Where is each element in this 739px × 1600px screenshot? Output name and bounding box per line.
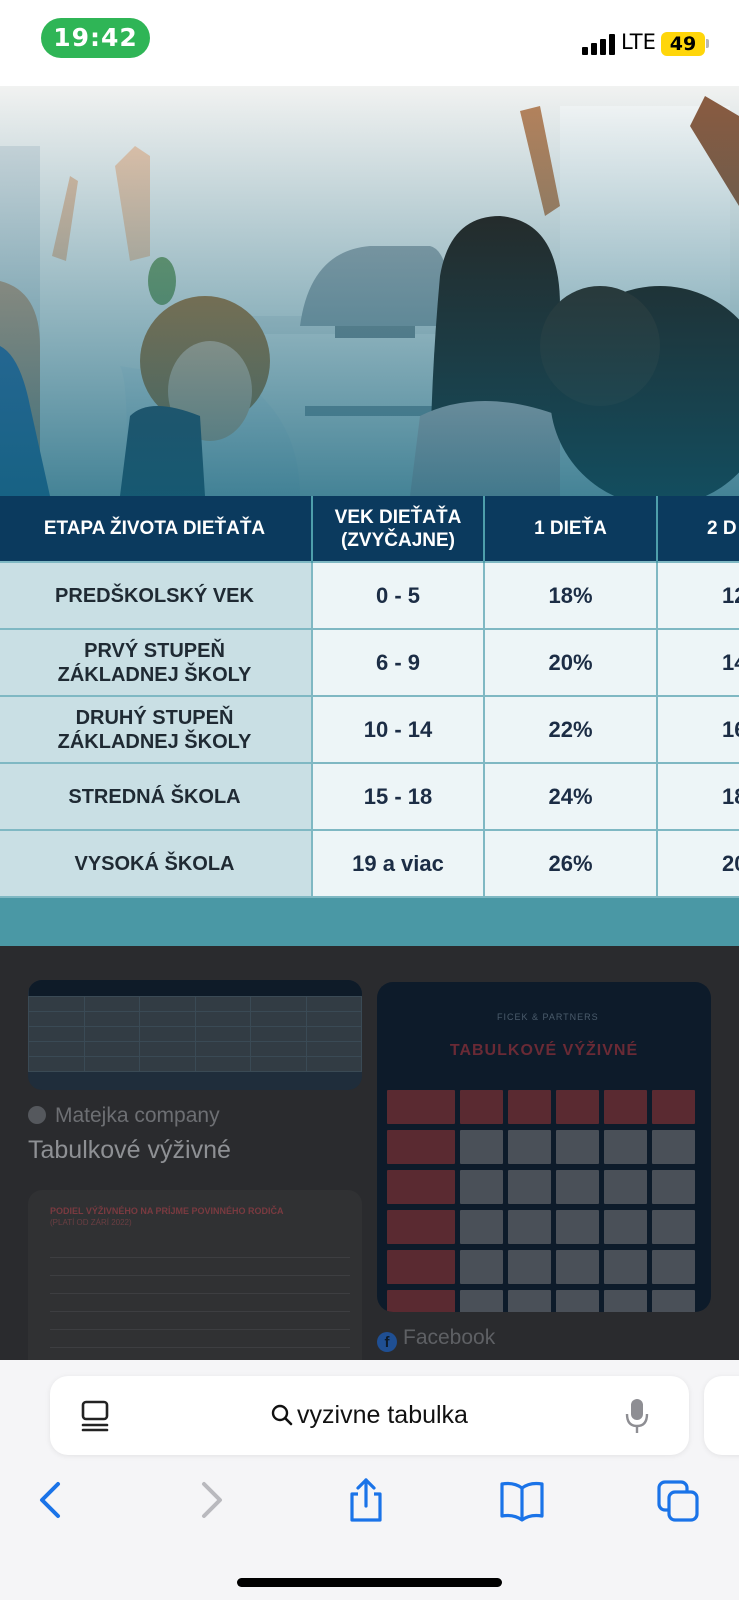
stage-cell: VYSOKÁ ŠKOLA [0, 829, 313, 898]
reader-icon[interactable] [80, 1400, 110, 1432]
share-icon[interactable] [344, 1476, 388, 1524]
forward-icon[interactable] [188, 1476, 232, 1524]
two-children-cell: 14 [657, 628, 739, 696]
next-tab-address-bar[interactable] [704, 1376, 739, 1455]
tabs-icon[interactable] [657, 1476, 701, 1524]
header-two-children: 2 D [657, 496, 739, 562]
one-child-cell: 20% [484, 628, 658, 696]
stage-cell: DRUHÝ STUPEŇ ZÁKLADNEJ ŠKOLY [0, 695, 313, 763]
battery-icon: 49 [661, 32, 705, 56]
image-results-grid: Matejka company Tabulkové výživné PODIEL… [0, 946, 739, 1360]
stage-cell: PRVÝ STUPEŇ ZÁKLADNEJ ŠKOLY [0, 628, 313, 696]
table-header-row: ETAPA ŽIVOTA DIEŤAŤA VEK DIEŤAŤA (ZVYČAJ… [0, 496, 739, 562]
age-cell: 10 - 14 [312, 695, 485, 763]
thumbnail-title: TABULKOVÉ VÝŽIVNÉ [449, 1042, 639, 1059]
two-children-cell: 18 [657, 762, 739, 830]
status-time: 19:42 [41, 18, 150, 58]
vyzivne-table: ETAPA ŽIVOTA DIEŤAŤA VEK DIEŤAŤA (ZVYČAJ… [0, 496, 739, 898]
facebook-icon: f [377, 1332, 397, 1352]
result-source-label: Matejka company [55, 1104, 220, 1127]
status-bar: 19:42 LTE 49 [0, 0, 739, 86]
header-age: VEK DIEŤAŤA (ZVYČAJNE) [312, 496, 485, 562]
vyzivne-table-image[interactable]: ETAPA ŽIVOTA DIEŤAŤA VEK DIEŤAŤA (ZVYČAJ… [0, 496, 739, 946]
battery-tip [706, 39, 709, 48]
thumbnail-logo: FICEK & PARTNERS [497, 1012, 599, 1022]
thumbnail-title: PODIEL VÝŽIVNÉHO NA PRÍJME POVINNÉHO ROD… [50, 1206, 284, 1216]
age-cell: 19 a viac [312, 829, 485, 898]
address-bar[interactable]: vyzivne tabulka [50, 1376, 689, 1455]
back-icon[interactable] [30, 1476, 74, 1524]
age-cell: 15 - 18 [312, 762, 485, 830]
result-source-label: Facebook [403, 1326, 496, 1349]
two-children-cell: 16 [657, 695, 739, 763]
header-stage: ETAPA ŽIVOTA DIEŤAŤA [0, 496, 313, 562]
site-favicon-icon [28, 1106, 46, 1124]
age-cell: 6 - 9 [312, 628, 485, 696]
result-title-1[interactable]: Tabulkové výživné [28, 1136, 231, 1164]
table-row: DRUHÝ STUPEŇ ZÁKLADNEJ ŠKOLY 10 - 14 22%… [0, 695, 739, 763]
two-children-cell: 20 [657, 829, 739, 898]
one-child-cell: 26% [484, 829, 658, 898]
classroom-photo[interactable] [0, 86, 739, 496]
header-one-child: 1 DIEŤA [484, 496, 658, 562]
table-row: STREDNÁ ŠKOLA 15 - 18 24% 18 [0, 762, 739, 830]
network-label: LTE [621, 30, 656, 54]
table-row: PRVÝ STUPEŇ ZÁKLADNEJ ŠKOLY 6 - 9 20% 14 [0, 628, 739, 696]
result-source-1[interactable]: Matejka company [28, 1104, 220, 1128]
microphone-icon[interactable] [625, 1398, 649, 1434]
two-children-cell: 12 [657, 561, 739, 629]
thumbnail-table [28, 980, 362, 1072]
table-row: PREDŠKOLSKÝ VEK 0 - 5 18% 12 [0, 561, 739, 629]
signal-icon [582, 33, 618, 55]
one-child-cell: 24% [484, 762, 658, 830]
table-row: VYSOKÁ ŠKOLA 19 a viac 26% 20 [0, 829, 739, 898]
browser-toolbar: vyzivne tabulka [0, 1360, 739, 1600]
stage-cell: PREDŠKOLSKÝ VEK [0, 561, 313, 629]
result-thumbnail-2[interactable]: FICEK & PARTNERS TABULKOVÉ VÝŽIVNÉ [377, 982, 711, 1312]
search-icon [271, 1404, 293, 1426]
result-thumbnail-1[interactable] [28, 980, 362, 1090]
thumbnail-rows [50, 1240, 350, 1348]
stage-text: PRVÝ STUPEŇ ZÁKLADNEJ ŠKOLY [57, 639, 252, 686]
result-source-2[interactable]: f Facebook [377, 1326, 495, 1352]
result-thumbnail-3[interactable]: PODIEL VÝŽIVNÉHO NA PRÍJME POVINNÉHO ROD… [28, 1190, 362, 1360]
bookmarks-icon[interactable] [500, 1476, 544, 1524]
age-cell: 0 - 5 [312, 561, 485, 629]
one-child-cell: 22% [484, 695, 658, 763]
search-query-text: vyzivne tabulka [297, 1401, 468, 1429]
one-child-cell: 18% [484, 561, 658, 629]
thumbnail-grid [387, 1090, 695, 1312]
thumbnail-subtitle: (PLATÍ OD ZÁRÍ 2022) [50, 1218, 132, 1227]
home-indicator[interactable] [237, 1578, 502, 1587]
search-query[interactable]: vyzivne tabulka [50, 1376, 689, 1455]
stage-cell: STREDNÁ ŠKOLA [0, 762, 313, 830]
stage-text: DRUHÝ STUPEŇ ZÁKLADNEJ ŠKOLY [57, 706, 252, 753]
